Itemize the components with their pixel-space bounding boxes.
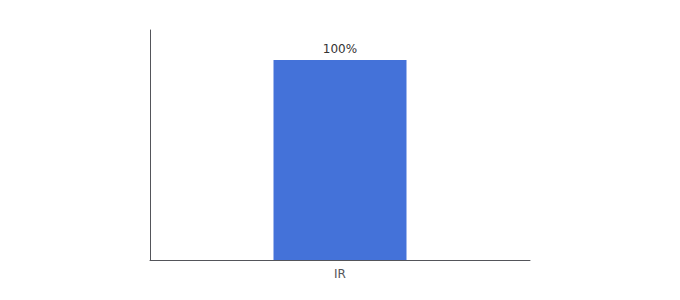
svg-text:IR: IR (334, 267, 346, 281)
svg-text:100%: 100% (323, 42, 357, 56)
